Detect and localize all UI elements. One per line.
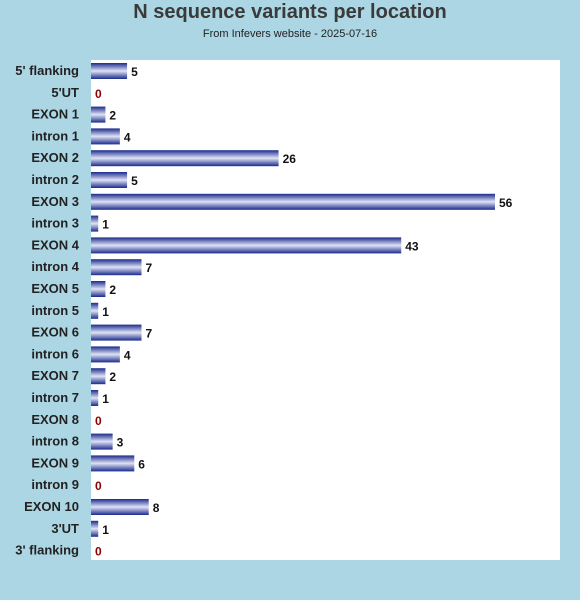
value-label: 3 [117, 436, 124, 450]
bar [91, 281, 106, 297]
value-label: 2 [109, 109, 116, 123]
value-label: 1 [102, 392, 109, 406]
category-label: 5'UT [51, 85, 79, 100]
value-label: 7 [146, 261, 153, 275]
category-label: EXON 5 [31, 281, 79, 296]
bar [91, 346, 120, 363]
value-label: 43 [405, 239, 419, 253]
value-label: 0 [95, 414, 102, 428]
value-label: 1 [102, 523, 109, 537]
category-label: intron 4 [31, 259, 79, 274]
chart-subtitle: From Infevers website - 2025-07-16 [202, 28, 378, 40]
plot-area [91, 60, 560, 560]
category-label: intron 8 [31, 434, 79, 449]
category-label: intron 2 [31, 172, 79, 187]
category-label: intron 3 [31, 216, 79, 231]
bar [91, 433, 113, 450]
bar [91, 128, 120, 145]
bar [91, 237, 402, 254]
chart-title: N sequence variants per location [133, 1, 447, 23]
value-label: 5 [131, 174, 138, 188]
bar [91, 193, 495, 210]
category-label: 5' flanking [15, 63, 79, 78]
value-label: 4 [124, 130, 131, 144]
value-label: 0 [95, 545, 102, 559]
category-label: 3' flanking [15, 543, 79, 558]
value-label: 0 [95, 87, 102, 101]
value-label: 8 [153, 501, 160, 515]
category-label: EXON 7 [31, 368, 79, 383]
category-label: EXON 9 [31, 455, 79, 470]
value-label: 2 [109, 370, 116, 384]
bar [91, 324, 142, 341]
value-label: 1 [102, 305, 109, 319]
category-label: 3'UT [51, 521, 79, 536]
category-label: intron 1 [31, 128, 79, 143]
value-label: 1 [102, 218, 109, 232]
bar [91, 455, 135, 472]
value-label: 26 [283, 152, 297, 166]
category-label: EXON 3 [31, 194, 79, 209]
bar [91, 106, 106, 123]
bar [91, 499, 149, 515]
category-label: EXON 2 [31, 150, 79, 165]
category-label: EXON 4 [31, 237, 79, 252]
category-label: intron 7 [31, 390, 79, 405]
category-label: EXON 10 [24, 499, 79, 514]
bars-layer: 5' flanking 5 5'UT 0 EXON 1 2 intron 1 4 EXON 2 2… [15, 63, 513, 559]
category-label: EXON 6 [31, 325, 79, 340]
bar [91, 172, 128, 188]
bar [91, 302, 99, 319]
bar [91, 390, 99, 406]
category-label: EXON 8 [31, 412, 79, 427]
category-label: intron 9 [31, 477, 79, 492]
value-label: 4 [124, 348, 131, 362]
bar [91, 63, 128, 79]
value-label: 6 [138, 457, 145, 471]
category-label: EXON 1 [31, 107, 79, 122]
value-label: 56 [499, 196, 513, 210]
value-label: 0 [95, 479, 102, 493]
bar [91, 259, 142, 276]
bar [91, 368, 106, 385]
value-label: 7 [146, 327, 153, 341]
value-label: 2 [109, 283, 116, 297]
bar [91, 215, 99, 232]
category-label: intron 5 [31, 303, 79, 318]
bar [91, 150, 279, 167]
category-label: intron 6 [31, 346, 79, 361]
value-label: 5 [131, 65, 138, 79]
bar [91, 520, 99, 537]
